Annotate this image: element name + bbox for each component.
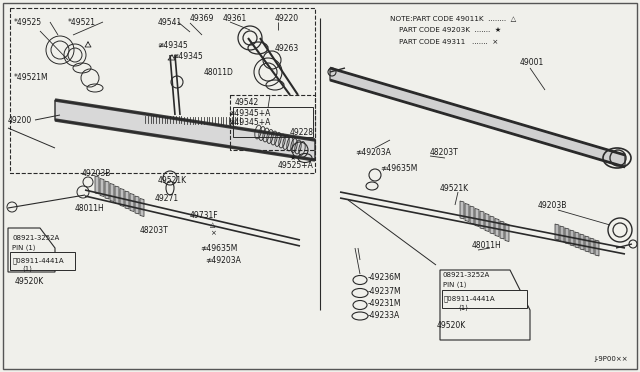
Polygon shape (495, 218, 499, 237)
Polygon shape (110, 183, 114, 202)
Polygon shape (8, 228, 55, 272)
Polygon shape (330, 68, 625, 167)
Polygon shape (130, 193, 134, 212)
Polygon shape (475, 208, 479, 227)
Text: ≉49203A: ≉49203A (355, 148, 391, 157)
Polygon shape (585, 236, 589, 252)
Text: 49520K: 49520K (15, 278, 44, 286)
Text: ×: × (210, 230, 216, 236)
Text: ⓝ08911-4441A: ⓝ08911-4441A (13, 258, 65, 264)
Text: -49236M: -49236M (368, 273, 402, 282)
Polygon shape (590, 238, 594, 254)
Text: -49237M: -49237M (368, 286, 402, 295)
Polygon shape (55, 100, 315, 160)
Bar (10, 252, 75, 270)
Text: 49521K: 49521K (158, 176, 187, 185)
Polygon shape (125, 191, 129, 209)
Polygon shape (470, 206, 474, 224)
Bar (442, 290, 527, 308)
Text: *49521: *49521 (68, 17, 96, 26)
Text: 49200: 49200 (8, 115, 32, 125)
Polygon shape (595, 240, 599, 256)
Text: 49361: 49361 (223, 13, 247, 22)
Text: PART CODE 49203K  .......  ★: PART CODE 49203K ....... ★ (390, 27, 501, 33)
Polygon shape (565, 228, 569, 244)
Text: 49369: 49369 (190, 13, 214, 22)
Text: 48011D: 48011D (204, 67, 234, 77)
Text: PART CODE 49311   .......  ×: PART CODE 49311 ....... × (390, 39, 499, 45)
Text: 49271: 49271 (155, 193, 179, 202)
Text: ≉49203A: ≉49203A (205, 256, 241, 264)
Bar (230, 95, 315, 150)
Text: 49525+A: 49525+A (278, 160, 314, 170)
Text: PIN ⟨1⟩: PIN ⟨1⟩ (443, 282, 467, 288)
Text: ≇49345: ≇49345 (172, 51, 203, 61)
Text: ★: ★ (290, 155, 296, 161)
Text: 49203B: 49203B (82, 169, 111, 177)
Polygon shape (105, 181, 109, 199)
Text: 49228: 49228 (290, 128, 314, 137)
Text: -49233A: -49233A (368, 311, 400, 320)
Text: *49521M: *49521M (14, 73, 49, 81)
Text: 49541: 49541 (158, 17, 182, 26)
Text: ≇49345+A: ≇49345+A (228, 118, 270, 126)
Polygon shape (115, 186, 119, 204)
Text: 48011H: 48011H (472, 241, 502, 250)
Polygon shape (575, 232, 579, 248)
Text: J-9P00××: J-9P00×× (595, 356, 628, 362)
Text: ≉49635M: ≉49635M (200, 244, 237, 253)
Polygon shape (465, 203, 469, 221)
Polygon shape (490, 216, 494, 234)
Polygon shape (555, 224, 559, 240)
Text: ⟨1⟩: ⟨1⟩ (458, 305, 468, 311)
Text: 48203T: 48203T (140, 225, 169, 234)
Polygon shape (500, 221, 504, 239)
Polygon shape (480, 211, 484, 229)
Text: *49525: *49525 (14, 17, 42, 26)
Text: ≇49345: ≇49345 (157, 41, 188, 49)
Text: 48203T: 48203T (430, 148, 459, 157)
Text: ≉49635M: ≉49635M (380, 164, 417, 173)
Text: PIN ⟨1⟩: PIN ⟨1⟩ (12, 245, 36, 251)
Text: 49521K: 49521K (440, 183, 469, 192)
Text: -49231M: -49231M (368, 298, 401, 308)
Text: 49542: 49542 (235, 97, 259, 106)
Polygon shape (100, 179, 104, 196)
Text: 49001: 49001 (520, 58, 544, 67)
Polygon shape (135, 196, 139, 214)
Polygon shape (560, 226, 564, 242)
Text: 49220: 49220 (275, 13, 299, 22)
Polygon shape (140, 199, 144, 217)
Text: 08921-3252A: 08921-3252A (12, 235, 60, 241)
Text: ⟨1⟩: ⟨1⟩ (22, 266, 32, 272)
Polygon shape (120, 189, 124, 206)
Text: 08921-3252A: 08921-3252A (443, 272, 490, 278)
Polygon shape (95, 176, 99, 194)
Polygon shape (505, 224, 509, 241)
Text: △: △ (210, 222, 216, 228)
Text: 49263: 49263 (275, 44, 300, 52)
Polygon shape (570, 230, 574, 246)
Polygon shape (485, 214, 489, 231)
Text: 49731F: 49731F (190, 211, 219, 219)
Text: ≇49345+A: ≇49345+A (228, 109, 270, 118)
Text: 49520K: 49520K (437, 321, 467, 330)
Bar (10, 8, 315, 173)
Text: 48011H: 48011H (75, 203, 105, 212)
Text: 49203B: 49203B (538, 201, 568, 209)
Polygon shape (460, 201, 464, 219)
Polygon shape (580, 234, 584, 250)
Text: ⓝ08911-4441A: ⓝ08911-4441A (444, 296, 495, 302)
Polygon shape (440, 270, 530, 340)
Text: NOTE:PART CODE 49011K  ........  △: NOTE:PART CODE 49011K ........ △ (390, 15, 516, 21)
Bar (233, 107, 313, 137)
